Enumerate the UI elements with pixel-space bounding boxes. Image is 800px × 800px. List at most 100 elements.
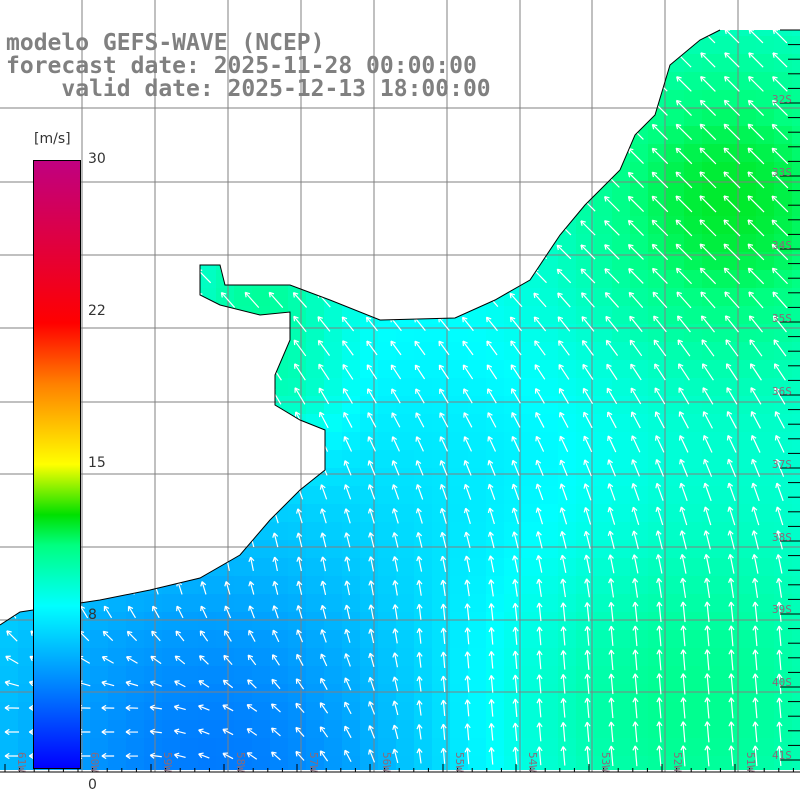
speed-cell [252, 126, 270, 144]
wind-arrow [5, 149, 19, 163]
wind-arrow [631, 435, 641, 453]
speed-cell [558, 0, 576, 18]
speed-cell [504, 774, 522, 792]
speed-cell [414, 216, 432, 234]
wind-arrow [173, 752, 186, 759]
speed-cell [684, 486, 702, 504]
wind-arrow [679, 506, 688, 526]
speed-cell [180, 450, 198, 468]
wind-arrow [415, 388, 425, 404]
wind-arrow [631, 506, 640, 525]
speed-cell [36, 0, 54, 18]
speed-cell [396, 576, 414, 594]
wind-arrow [367, 484, 376, 500]
speed-cell [396, 738, 414, 756]
speed-cell [270, 774, 288, 792]
wind-arrow [485, 245, 499, 259]
wind-arrow [532, 124, 548, 140]
wind-arrow [723, 147, 741, 165]
wind-arrow [702, 387, 714, 405]
wind-arrow [534, 364, 546, 380]
speed-cell [612, 162, 630, 180]
speed-cell [666, 270, 684, 288]
wind-arrow [414, 340, 426, 356]
speed-cell [288, 612, 306, 630]
speed-cell [306, 792, 324, 800]
speed-cell [342, 630, 360, 648]
speed-cell [414, 162, 432, 180]
wind-arrow [272, 532, 279, 548]
speed-cell [756, 558, 774, 576]
speed-cell [486, 54, 504, 72]
speed-cell [738, 612, 756, 630]
speed-cell [774, 720, 792, 738]
speed-cell [270, 108, 288, 126]
speed-cell [558, 702, 576, 720]
speed-cell [720, 378, 738, 396]
wind-arrow [176, 556, 183, 571]
speed-cell [378, 126, 396, 144]
speed-cell [432, 702, 450, 720]
speed-cell [0, 702, 18, 720]
speed-cell [666, 126, 684, 144]
wind-arrow [200, 605, 208, 619]
speed-cell [396, 450, 414, 468]
speed-cell [558, 360, 576, 378]
speed-cell [684, 234, 702, 252]
wind-arrow [319, 702, 329, 714]
speed-cell [270, 612, 288, 630]
wind-arrow [271, 484, 280, 500]
speed-cell [270, 486, 288, 504]
wind-arrow [702, 411, 713, 429]
speed-cell [594, 630, 612, 648]
wind-arrow [197, 173, 211, 187]
speed-cell [396, 756, 414, 770]
speed-cell [684, 270, 702, 288]
speed-cell [324, 180, 342, 198]
speed-cell [756, 342, 774, 360]
wind-arrow [725, 363, 738, 381]
wind-arrow [604, 124, 620, 140]
wind-arrow [391, 484, 400, 500]
wind-arrow [581, 316, 595, 332]
speed-cell [720, 702, 738, 720]
speed-cell [738, 72, 756, 90]
speed-cell [522, 378, 540, 396]
wind-arrow [413, 292, 427, 307]
speed-cell [648, 252, 666, 270]
wind-arrow [101, 704, 115, 712]
speed-cell [414, 468, 432, 486]
speed-cell [774, 630, 792, 648]
speed-cell [342, 108, 360, 126]
speed-cell [756, 0, 774, 18]
speed-cell [180, 738, 198, 756]
speed-cell [216, 450, 234, 468]
wind-arrow [149, 752, 162, 759]
speed-cell [216, 666, 234, 684]
speed-cell [414, 180, 432, 198]
speed-cell [486, 414, 504, 432]
speed-cell [90, 324, 108, 342]
wind-arrow [5, 173, 19, 187]
wind-arrow [723, 243, 741, 261]
wind-arrow [389, 125, 403, 139]
longitude-label: 61W [15, 752, 28, 772]
wind-arrow [678, 363, 690, 381]
speed-cell [450, 126, 468, 144]
wind-arrow [752, 673, 759, 695]
speed-cell [576, 252, 594, 270]
wind-arrow [272, 605, 279, 619]
speed-cell [612, 720, 630, 738]
speed-cell [594, 342, 612, 360]
speed-cell [414, 792, 432, 800]
speed-cell [558, 180, 576, 198]
speed-cell [612, 54, 630, 72]
wind-arrow [776, 697, 783, 719]
speed-cell [486, 756, 504, 770]
speed-cell [18, 648, 36, 666]
speed-cell [720, 612, 738, 630]
speed-cell [540, 648, 558, 666]
speed-cell [414, 306, 432, 324]
speed-cell [576, 756, 594, 770]
wind-arrow [680, 577, 687, 598]
